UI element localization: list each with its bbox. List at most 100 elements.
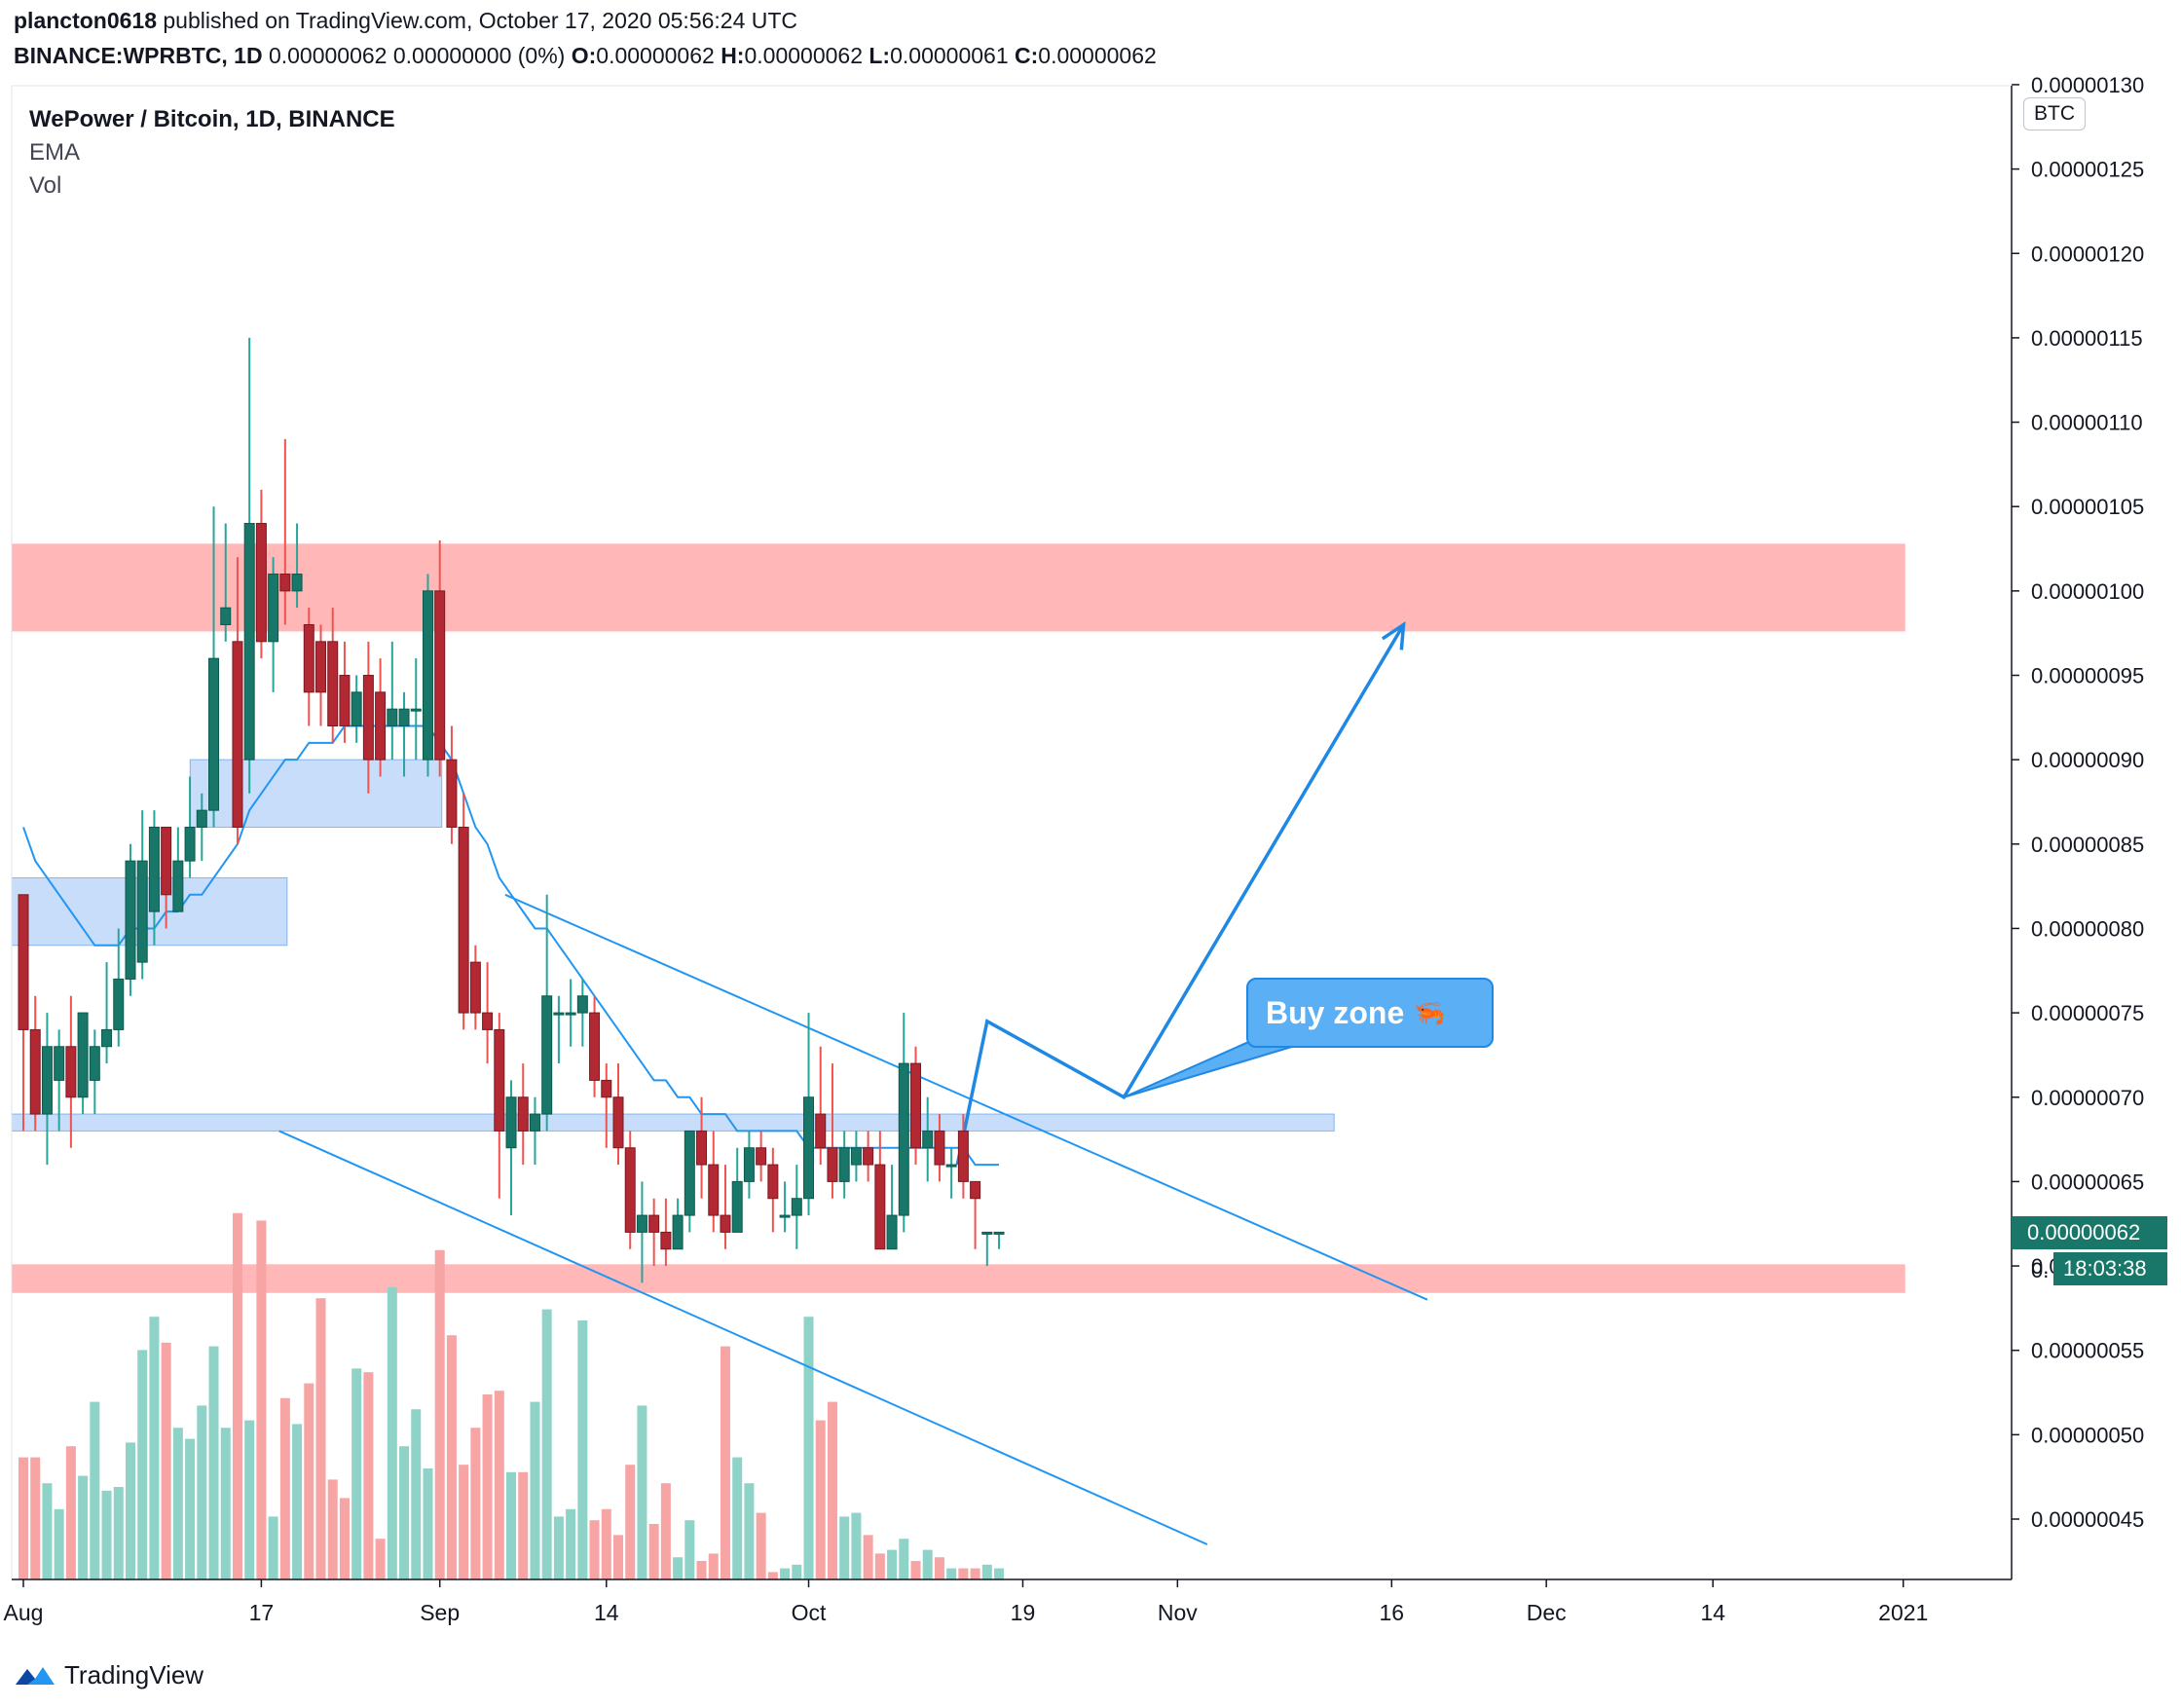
price-tick-label: 0.00000050 bbox=[2031, 1423, 2144, 1447]
time-tick-label: 19 bbox=[1011, 1600, 1036, 1625]
trendline-lower bbox=[278, 1130, 1208, 1545]
volume-bar bbox=[744, 1483, 755, 1579]
candle-body bbox=[387, 708, 398, 726]
currency-tag[interactable]: BTC bbox=[2023, 97, 2086, 130]
author-name[interactable]: plancton0618 bbox=[14, 8, 157, 33]
footer-brand[interactable]: TradingView bbox=[14, 1655, 203, 1694]
legend-vol[interactable]: Vol bbox=[29, 172, 62, 199]
volume-bar bbox=[125, 1442, 135, 1579]
low-value: 0.00000061 bbox=[890, 43, 1009, 68]
legend-title[interactable]: WePower / Bitcoin, 1D, BINANCE bbox=[29, 106, 395, 132]
trendlines-layer bbox=[278, 621, 1428, 1545]
volume-bar bbox=[327, 1479, 338, 1579]
volume-bar bbox=[304, 1383, 314, 1579]
quote-value: 0.00000062 0.00000000 (0%) bbox=[268, 43, 566, 68]
volume-bar bbox=[113, 1487, 124, 1579]
volume-bar bbox=[815, 1420, 826, 1579]
callout-label: Buy zone bbox=[1266, 994, 1405, 1030]
projection-arrowhead bbox=[1381, 621, 1406, 650]
volume-bar bbox=[172, 1428, 183, 1579]
volume-bar bbox=[958, 1568, 969, 1579]
volume-bar bbox=[887, 1549, 898, 1579]
candle-body bbox=[553, 1012, 565, 1016]
volume-bar bbox=[530, 1401, 540, 1579]
projection-path bbox=[955, 623, 1406, 1166]
candle-body bbox=[576, 995, 588, 1014]
buy-zone-callout[interactable]: Buy zone 🦐 bbox=[1246, 978, 1494, 1048]
price-tick-label: 0.00000070 bbox=[2031, 1086, 2144, 1110]
volume-bar bbox=[660, 1483, 671, 1579]
volume-bar bbox=[494, 1391, 504, 1579]
volume-bar bbox=[839, 1516, 850, 1579]
close-value: 0.00000062 bbox=[1038, 43, 1157, 68]
price-tick-label: 0.00000065 bbox=[2031, 1170, 2144, 1194]
open-value: 0.00000062 bbox=[596, 43, 715, 68]
candle-body bbox=[648, 1214, 660, 1233]
candle-body bbox=[529, 1113, 540, 1132]
volume-bar bbox=[566, 1508, 576, 1579]
candle-body bbox=[89, 1046, 100, 1081]
zones-layer bbox=[11, 543, 1905, 1293]
volume-bar bbox=[922, 1549, 933, 1579]
volume-bar bbox=[910, 1561, 921, 1579]
candle-body bbox=[220, 607, 232, 626]
candle-body bbox=[410, 708, 422, 712]
volume-bar bbox=[874, 1553, 885, 1579]
volume-bar bbox=[208, 1346, 219, 1579]
candle-body bbox=[696, 1130, 708, 1166]
candles-layer bbox=[18, 337, 1005, 1283]
volume-bar bbox=[256, 1220, 267, 1579]
candle-body bbox=[565, 1012, 576, 1016]
volume-bar bbox=[18, 1457, 28, 1579]
volume-bar bbox=[756, 1512, 766, 1579]
trendline-upper bbox=[504, 893, 1428, 1301]
candle-body bbox=[624, 1147, 636, 1233]
price-tick-label: 0.00000110 bbox=[2031, 411, 2143, 435]
volume-bar bbox=[792, 1564, 802, 1579]
open-label: O: bbox=[571, 43, 597, 68]
price-tick-label: 0.00000055 bbox=[2031, 1339, 2144, 1363]
candle-body bbox=[981, 1231, 993, 1235]
volume-bar bbox=[637, 1405, 647, 1579]
volume-bar bbox=[696, 1561, 707, 1579]
volume-bar bbox=[518, 1471, 529, 1579]
candle-body bbox=[743, 1147, 755, 1182]
candle-body bbox=[589, 1012, 601, 1081]
volume-bar bbox=[149, 1317, 160, 1579]
candle-body bbox=[291, 574, 303, 592]
volume-bar bbox=[185, 1438, 196, 1579]
candle-body bbox=[767, 1164, 779, 1200]
volume-bar bbox=[803, 1317, 814, 1579]
candle-body bbox=[660, 1231, 672, 1250]
candle-body bbox=[362, 675, 374, 761]
volume-layer bbox=[18, 1212, 1005, 1579]
volume-bar bbox=[54, 1508, 64, 1579]
volume-bar bbox=[423, 1468, 433, 1579]
candle-body bbox=[838, 1147, 850, 1182]
candle-body bbox=[339, 675, 351, 726]
volume-bar bbox=[851, 1512, 862, 1579]
price-tick-label: 0.00000045 bbox=[2031, 1507, 2144, 1532]
candle-body bbox=[922, 1130, 934, 1149]
volume-bar bbox=[482, 1394, 493, 1579]
volume-bar bbox=[101, 1490, 112, 1579]
candle-body bbox=[101, 1028, 113, 1048]
candle-body bbox=[398, 708, 410, 726]
candle-body bbox=[863, 1147, 874, 1166]
candle-body bbox=[136, 860, 148, 963]
candle-body bbox=[970, 1180, 981, 1200]
candle-body bbox=[791, 1198, 802, 1216]
candle-body bbox=[815, 1113, 827, 1149]
axes-layer: 0.000000450.000000500.000000550.00000060… bbox=[4, 73, 2145, 1625]
price-tick-label: 0.00000095 bbox=[2031, 664, 2144, 688]
volume-bar bbox=[30, 1457, 41, 1579]
candle-body bbox=[303, 624, 314, 693]
volume-bar bbox=[434, 1249, 445, 1579]
volume-bar bbox=[994, 1568, 1005, 1579]
candle-body bbox=[898, 1062, 909, 1216]
volume-bar bbox=[767, 1572, 778, 1579]
candle-body bbox=[351, 691, 362, 726]
legend-ema[interactable]: EMA bbox=[29, 139, 81, 166]
volume-bar bbox=[363, 1372, 374, 1579]
